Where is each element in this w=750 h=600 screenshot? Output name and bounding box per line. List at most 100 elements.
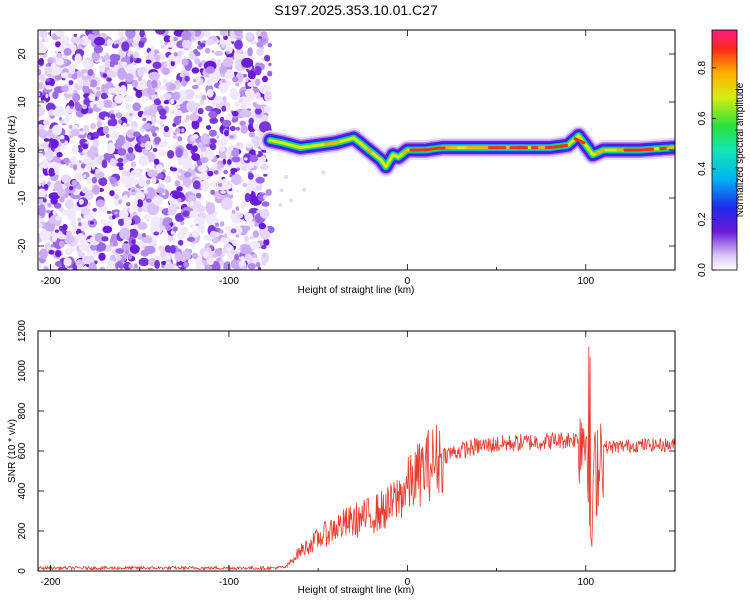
noise-blob xyxy=(178,172,182,176)
noise-blob xyxy=(41,100,47,106)
noise-blob xyxy=(76,264,84,270)
colorbar-gradient xyxy=(711,29,738,271)
noise-blob xyxy=(124,95,134,102)
colorbar-tick-label: 0.0 xyxy=(697,263,708,277)
noise-blob xyxy=(264,91,273,102)
noise-blob xyxy=(96,91,101,96)
noise-blob xyxy=(121,61,128,67)
noise-blob xyxy=(321,170,326,175)
noise-blob xyxy=(55,57,65,66)
noise-blob xyxy=(247,262,256,270)
noise-blob xyxy=(259,227,267,236)
noise-blob xyxy=(132,198,138,207)
noise-blob xyxy=(45,94,49,99)
noise-blob xyxy=(214,50,224,56)
noise-blob xyxy=(231,147,240,158)
noise-blob xyxy=(167,150,175,159)
noise-blob xyxy=(166,60,171,66)
noise-blob xyxy=(111,130,119,141)
noise-blob xyxy=(121,243,129,251)
noise-blob xyxy=(80,207,91,215)
noise-blob xyxy=(55,215,62,221)
noise-blob xyxy=(38,146,44,153)
noise-blob xyxy=(173,110,183,116)
noise-blob xyxy=(169,245,176,254)
noise-blob xyxy=(230,228,237,234)
noise-blob xyxy=(180,221,185,226)
noise-blob xyxy=(103,153,110,161)
noise-blob xyxy=(82,124,90,134)
noise-blob xyxy=(259,208,270,219)
noise-blob xyxy=(218,82,229,93)
noise-blob xyxy=(171,191,185,200)
noise-blob xyxy=(206,170,214,177)
noise-blob xyxy=(134,78,147,91)
noise-blob xyxy=(81,220,89,232)
noise-blob xyxy=(220,190,227,194)
noise-blob xyxy=(252,230,259,238)
noise-blob xyxy=(70,218,77,228)
noise-blob xyxy=(181,39,192,49)
noise-blob xyxy=(221,105,227,112)
noise-blob xyxy=(95,153,99,157)
noise-blob xyxy=(59,240,65,248)
noise-blob xyxy=(261,201,270,207)
noise-blob xyxy=(241,244,251,255)
noise-blob xyxy=(48,167,55,177)
noise-blob xyxy=(165,224,172,231)
noise-blob xyxy=(164,175,172,184)
noise-blob xyxy=(76,184,82,190)
noise-blob xyxy=(125,30,136,39)
noise-blob xyxy=(181,30,192,41)
noise-blob xyxy=(115,43,119,48)
noise-blob xyxy=(117,267,121,270)
noise-blob xyxy=(215,222,220,227)
noise-blob xyxy=(209,144,213,148)
noise-blob xyxy=(158,108,167,116)
noise-blob xyxy=(109,113,116,120)
spectrogram-xtick-label: 0 xyxy=(405,276,411,287)
noise-blob xyxy=(235,248,240,254)
noise-blob xyxy=(163,100,170,105)
noise-blob xyxy=(64,198,74,209)
noise-blob xyxy=(112,215,116,220)
ridge-peak xyxy=(366,148,373,154)
noise-blob xyxy=(110,158,116,167)
noise-blob xyxy=(91,165,95,170)
noise-blob xyxy=(38,223,43,229)
noise-blob xyxy=(48,264,56,270)
noise-blob xyxy=(191,67,200,74)
noise-blob xyxy=(206,125,212,130)
noise-blob xyxy=(218,182,223,188)
ridge-peak xyxy=(552,143,569,149)
noise-blob xyxy=(137,206,144,213)
noise-blob xyxy=(177,197,182,203)
noise-blob xyxy=(63,118,68,124)
noise-blob xyxy=(69,185,74,191)
noise-blob xyxy=(88,93,96,102)
noise-blob xyxy=(159,85,167,91)
noise-blob xyxy=(248,241,261,250)
noise-blob xyxy=(183,151,189,159)
noise-blob xyxy=(249,235,255,240)
noise-blob xyxy=(47,58,54,64)
noise-blob xyxy=(73,164,78,171)
noise-blob xyxy=(205,66,215,74)
noise-blob xyxy=(114,94,124,104)
noise-blob xyxy=(138,76,142,82)
noise-blob xyxy=(62,209,69,216)
noise-blob xyxy=(191,84,199,90)
noise-blob xyxy=(118,199,122,204)
noise-blob xyxy=(150,116,157,125)
noise-blob xyxy=(92,30,100,36)
noise-blob xyxy=(155,164,164,173)
noise-blob xyxy=(195,192,202,199)
noise-blob xyxy=(130,121,138,129)
noise-blob xyxy=(68,124,73,129)
noise-blob xyxy=(206,88,214,98)
noise-blob xyxy=(205,38,215,46)
noise-blob xyxy=(78,243,89,251)
noise-blob xyxy=(209,167,215,172)
noise-blob xyxy=(187,236,195,242)
noise-blob xyxy=(59,117,62,121)
